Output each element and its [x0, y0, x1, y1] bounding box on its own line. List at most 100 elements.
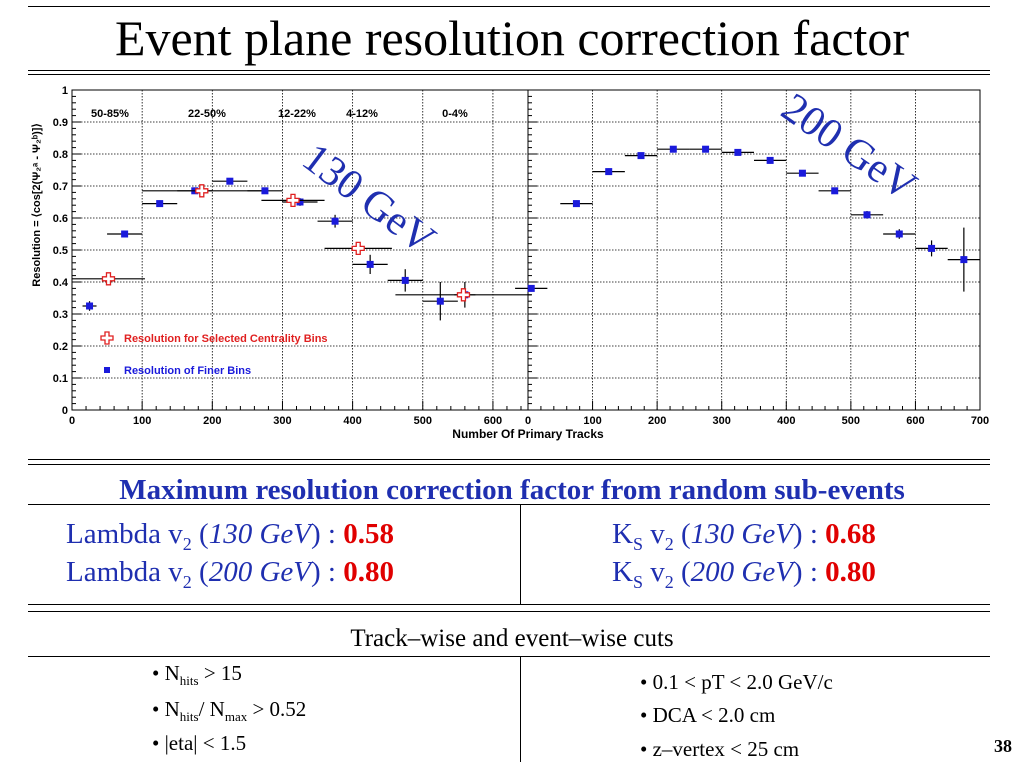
finer-bin-point — [605, 168, 613, 176]
centrality-label: 0-4% — [442, 108, 468, 120]
energy-text: 200 GeV — [690, 556, 793, 588]
x-tick-label: 400 — [777, 415, 795, 427]
y-tick-label: 0.9 — [53, 117, 68, 129]
max-resolution-heading: Maximum resolution correction factor fro… — [119, 474, 905, 506]
x-tick-label: 700 — [971, 415, 989, 427]
paren-open: ( — [673, 518, 691, 550]
lambda-130-value: 0.58 — [343, 518, 394, 550]
finer-bin-point — [261, 187, 269, 195]
centrality-label: 4-12% — [346, 108, 378, 120]
ks-200-value: 0.80 — [825, 556, 876, 588]
cut-dca: • DCA < 2.0 cm — [640, 703, 776, 727]
k-label: K — [612, 556, 633, 588]
finer-bin-point — [863, 211, 871, 219]
finer-bin-point — [798, 169, 806, 177]
x-tick-label: 500 — [414, 415, 432, 427]
paren-close: ) : — [310, 556, 344, 588]
lambda-label: Lambda v — [66, 518, 183, 550]
cut-pt: • 0.1 < pT < 2.0 GeV/c — [640, 670, 833, 694]
energy-text: 200 GeV — [208, 556, 311, 588]
finer-bin-point — [928, 244, 936, 252]
selected-bin-point — [351, 241, 365, 256]
energy-text: 130 GeV — [208, 518, 311, 550]
cut-zvertex: • z–vertex < 25 cm — [640, 737, 800, 761]
x-tick-label: 200 — [648, 415, 666, 427]
cuts-heading: Track–wise and event–wise cuts — [350, 625, 674, 652]
finer-bin-point — [366, 260, 374, 268]
cut-eta: • |eta| < 1.5 — [152, 731, 247, 755]
finer-bin-point — [121, 230, 129, 238]
section-rule-4 — [28, 604, 990, 605]
finer-bin-point — [831, 187, 839, 195]
ks-200-line: KS v2 (200 GeV) : 0.80 — [612, 556, 876, 598]
x-tick-label: 300 — [713, 415, 731, 427]
cuts-divider — [520, 656, 521, 762]
nratio-post: > 0.52 — [247, 697, 307, 721]
section-rule-5 — [28, 611, 990, 612]
lambda-200-line: Lambda v2 (200 GeV) : 0.80 — [66, 556, 394, 598]
lambda-130-line: Lambda v2 (130 GeV) : 0.58 — [66, 518, 394, 560]
v2-sub: 2 — [182, 571, 192, 592]
page-number: 38 — [994, 736, 1012, 756]
axis-labels: 50-85% 22-50% 12-22% 4-12% 0-4% Number Of Pri… — [31, 108, 604, 441]
x-tick-label: 300 — [273, 415, 291, 427]
energy-text: 130 GeV — [690, 518, 793, 550]
centrality-label: 12-22% — [278, 108, 316, 120]
finer-bin-point — [226, 177, 234, 185]
y-tick-label: 0.5 — [53, 245, 68, 257]
section-rule-2 — [28, 464, 990, 465]
ks-sub: S — [632, 533, 643, 554]
finer-bin-point — [156, 200, 164, 208]
y-tick-label: 0.3 — [53, 309, 68, 321]
ks-sub: S — [632, 571, 643, 592]
finer-bin-point — [702, 145, 710, 153]
finer-bin-point — [401, 276, 409, 284]
slide-title: Event plane resolution correction factor — [114, 10, 910, 66]
finer-bin-point — [86, 302, 94, 310]
selected-bin-point — [286, 193, 300, 208]
finer-bin-point — [669, 145, 677, 153]
ks-130-line: KS v2 (130 GeV) : 0.68 — [612, 518, 876, 560]
nratio-pre: • N — [152, 697, 180, 721]
x-tick-label: 200 — [203, 415, 221, 427]
nratio-mid: / N — [198, 697, 225, 721]
centrality-label: 50-85% — [91, 108, 129, 120]
title-rule-bottom-2 — [28, 74, 990, 75]
v2-sub: 2 — [664, 533, 674, 554]
nratio-sub1: hits — [179, 709, 199, 725]
y-tick-label: 0.8 — [53, 149, 68, 161]
finer-bin-point — [527, 284, 535, 292]
y-tick-label: 0.4 — [53, 277, 69, 289]
section-rule-3 — [28, 504, 990, 505]
v-label: v — [642, 518, 665, 550]
finer-bin-point — [331, 217, 339, 225]
title-rule-top — [28, 6, 990, 7]
table-divider — [520, 504, 521, 604]
centrality-label: 22-50% — [188, 108, 226, 120]
paren-open: ( — [673, 556, 691, 588]
x-tick-label: 600 — [906, 415, 924, 427]
cut-nratio: • Nhits/ Nmax > 0.52 — [152, 696, 306, 730]
lambda-label: Lambda v — [66, 556, 183, 588]
legend-finer-marker — [104, 367, 110, 373]
lambda-200-value: 0.80 — [343, 556, 394, 588]
finer-bin-point — [766, 156, 774, 164]
selected-bin-point — [456, 288, 471, 302]
legend-selected-label: Resolution for Selected Centrality Bins — [124, 333, 328, 345]
finer-bin-point — [734, 148, 742, 156]
resolution-chart: 0 100 200 300 400 500 600 0 0.1 0.2 0.3 0.4 0.5 0.6 0.… — [31, 85, 989, 441]
finer-bin-point — [572, 200, 580, 208]
legend-selected-marker — [100, 331, 114, 345]
x-tick-label: 0 — [69, 415, 75, 427]
title-rule-bottom — [28, 70, 990, 71]
paren-close: ) : — [792, 556, 826, 588]
selected-bin-point — [195, 184, 209, 198]
nhits-pre: • N — [152, 661, 180, 685]
v2-sub: 2 — [664, 571, 674, 592]
section-rule-1 — [28, 459, 990, 460]
panel-200-gev: 0 100 200 300 400 500 600 700 — [515, 89, 989, 427]
cut-nhits: • Nhits > 15 — [152, 660, 242, 694]
paren-close: ) : — [310, 518, 344, 550]
x-tick-label: 100 — [583, 415, 601, 427]
selected-bin-point — [101, 272, 116, 286]
